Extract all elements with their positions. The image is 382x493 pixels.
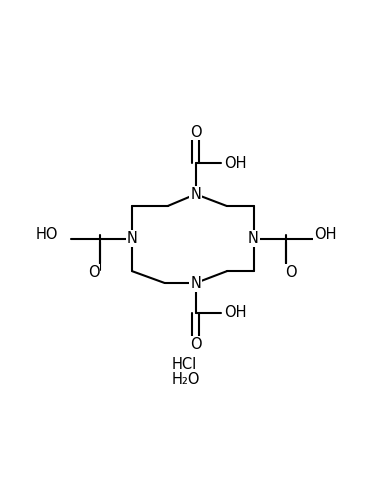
Text: OH: OH bbox=[224, 305, 246, 320]
Text: N: N bbox=[248, 231, 259, 246]
Text: O: O bbox=[190, 125, 202, 140]
Text: HCl: HCl bbox=[172, 357, 197, 372]
Text: HO: HO bbox=[36, 227, 58, 242]
Text: N: N bbox=[190, 276, 201, 290]
Text: O: O bbox=[285, 265, 296, 280]
Text: O: O bbox=[190, 337, 202, 352]
Text: N: N bbox=[127, 231, 138, 246]
Text: OH: OH bbox=[314, 227, 337, 242]
Text: O: O bbox=[88, 265, 99, 280]
Text: OH: OH bbox=[224, 156, 246, 171]
Text: N: N bbox=[190, 187, 201, 202]
Text: H₂O: H₂O bbox=[172, 372, 201, 387]
